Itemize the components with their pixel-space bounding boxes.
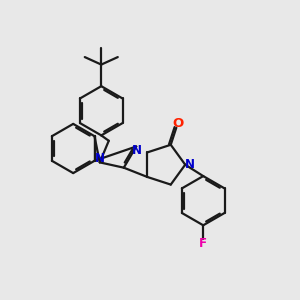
Text: O: O <box>172 117 183 130</box>
Text: F: F <box>199 237 207 250</box>
Text: N: N <box>132 144 142 157</box>
Text: N: N <box>95 152 105 165</box>
Text: N: N <box>184 158 194 171</box>
